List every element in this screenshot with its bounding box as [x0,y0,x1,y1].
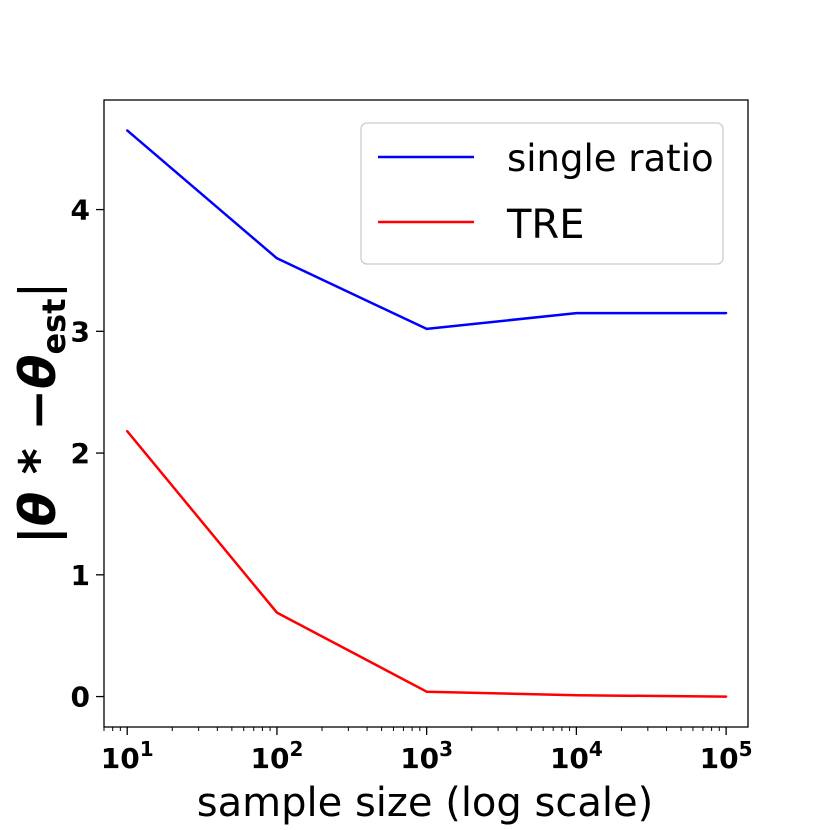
x-tick-label: 104 [550,737,603,775]
y-tick-label: 2 [71,437,90,470]
data-point [425,327,428,331]
x-tick-label-base: 10 [250,742,289,775]
x-tick-label-exponent: 5 [739,737,753,761]
x-tick-label-exponent: 1 [140,737,154,761]
y-tick-label: 1 [71,559,90,592]
y-axis-title: |θ * −θest| [9,282,73,545]
data-point [575,311,578,315]
data-point [125,129,129,132]
data-point [575,694,578,697]
x-tick-label-base: 10 [700,742,739,775]
plot-frame [103,99,749,728]
x-axis-title: sample size (log scale) [197,780,653,826]
data-point [724,311,728,315]
y-axis-title-close: | [9,282,67,299]
data-point [275,611,279,614]
x-tick-label: 101 [101,737,154,775]
y-tick-label: 3 [71,315,90,348]
x-tick-label-exponent: 4 [589,737,603,761]
x-tick-label-base: 10 [400,742,439,775]
data-point [125,429,129,433]
y-tick-label: 0 [71,681,90,714]
x-tick-label: 102 [250,737,303,775]
x-tick-label-base: 10 [101,742,140,775]
x-tick-label: 103 [400,737,453,775]
data-point [425,690,428,693]
data-point [724,695,728,698]
x-tick-label-base: 10 [550,742,589,775]
y-axis-title-subscript: est [35,298,73,354]
x-tick-label-exponent: 3 [439,737,453,761]
y-axis-title-main: |θ * −θ [9,355,67,545]
legend-label-tre: TRE [506,202,585,248]
y-tick-label: 4 [71,194,90,227]
data-point [275,257,279,260]
x-tick-label-exponent: 2 [289,737,303,761]
x-tick-label: 105 [700,737,753,775]
legend-label-single-ratio: single ratio [507,137,714,180]
legend: single ratio TRE [360,122,724,265]
